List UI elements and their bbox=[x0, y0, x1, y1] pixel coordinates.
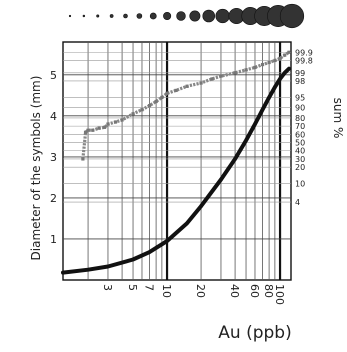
cumulative-sum-point bbox=[81, 157, 85, 161]
cumulative-sum-point bbox=[185, 84, 189, 88]
cumulative-sum-point bbox=[273, 58, 277, 63]
cumulative-sum-point bbox=[160, 95, 164, 99]
cumulative-sum-point bbox=[113, 120, 118, 124]
y2-tick-label: 98 bbox=[295, 77, 305, 86]
cumulative-sum-point bbox=[86, 128, 90, 132]
y2-tick-label: 80 bbox=[295, 114, 305, 123]
symbol-scale-circle bbox=[82, 14, 86, 18]
cumulative-sum-point bbox=[233, 71, 237, 75]
symbol-diameter-curve bbox=[61, 66, 291, 275]
y2-tick-label: 99 bbox=[295, 69, 305, 78]
x-axis-title: Au (ppb) bbox=[218, 323, 291, 343]
x-tick-label: 7 bbox=[143, 284, 156, 291]
y2-tick-label: 40 bbox=[295, 147, 305, 156]
cumulative-sum-point bbox=[210, 77, 214, 81]
y2-tick-label: 90 bbox=[295, 104, 305, 113]
symbol-scale-circle bbox=[202, 9, 216, 23]
x-tick-label: 80 bbox=[262, 284, 275, 298]
x-tick-label: 40 bbox=[228, 284, 241, 298]
cumulative-sum-point bbox=[244, 68, 248, 72]
cumulative-sum-point bbox=[120, 118, 124, 122]
y2-tick-label: 70 bbox=[295, 122, 305, 131]
cumulative-sum-point bbox=[260, 62, 265, 67]
y-tick-label: 1 bbox=[50, 233, 57, 246]
symbol-scale-circle bbox=[149, 12, 157, 20]
y-tick-label: 5 bbox=[50, 69, 57, 82]
cumulative-sum-point bbox=[102, 125, 107, 129]
y2-axis-title: sum % bbox=[331, 98, 345, 139]
series-layer bbox=[61, 50, 291, 275]
x-tick-label: 20 bbox=[194, 284, 207, 298]
y-tick-label: 4 bbox=[50, 110, 57, 123]
y-tick-label: 3 bbox=[50, 151, 57, 164]
cumulative-sum-point bbox=[147, 104, 152, 108]
x-tick-label: 100 bbox=[273, 284, 286, 305]
cumulative-sum-point bbox=[131, 112, 135, 116]
x-tick-label: 3 bbox=[101, 284, 114, 291]
cumulative-sum-point bbox=[219, 74, 223, 78]
cumulative-sum-point bbox=[83, 130, 88, 134]
x-tick-label: 5 bbox=[126, 284, 139, 291]
cumulative-sum-point bbox=[283, 53, 287, 57]
symbol-scale-circle bbox=[189, 10, 201, 22]
plot-area bbox=[62, 41, 292, 281]
symbol-scale-circle bbox=[176, 11, 186, 21]
y-tick-label: 2 bbox=[50, 192, 57, 205]
y-axis-ticks: 1 2 3 4 5 bbox=[50, 69, 57, 246]
symbol-scale-circle bbox=[68, 14, 72, 18]
y2-tick-label: 20 bbox=[295, 163, 305, 172]
y2-tick-label: 95 bbox=[295, 93, 305, 102]
cumulative-sum-point bbox=[140, 108, 144, 112]
symbol-scale-circle bbox=[109, 14, 114, 18]
cumulative-sum-point bbox=[154, 99, 158, 104]
cumulative-sum-line bbox=[81, 50, 290, 160]
y2-tick-label: 99.9 bbox=[295, 48, 313, 57]
y-axis-title: Diameter of the symbols (mm) bbox=[29, 76, 43, 261]
symbol-scale-row bbox=[68, 3, 305, 29]
cumulative-sum-point bbox=[267, 60, 271, 65]
cumulative-sum-point bbox=[278, 56, 282, 61]
y2-tick-label: 99.8 bbox=[295, 56, 313, 65]
cumulative-sum-point bbox=[253, 65, 257, 70]
symbol-scale-circle bbox=[96, 14, 100, 18]
symbol-scale-circle bbox=[215, 8, 230, 24]
cumulative-sum-point bbox=[106, 122, 110, 126]
symbol-scale-circle bbox=[136, 13, 143, 19]
cumulative-sum-point bbox=[165, 91, 169, 95]
symbol-scale-circle bbox=[163, 11, 172, 21]
y2-tick-label: 60 bbox=[295, 130, 305, 139]
y2-tick-label: 10 bbox=[295, 180, 305, 189]
y2-tick-label: 50 bbox=[295, 139, 305, 148]
y2-tick-label: 30 bbox=[295, 155, 305, 164]
cumulative-sum-point bbox=[287, 50, 291, 54]
symbol-scale-circle bbox=[123, 13, 128, 19]
cumulative-sum-point bbox=[97, 126, 101, 130]
cumulative-sum-point bbox=[199, 81, 203, 85]
x-tick-label: 10 bbox=[160, 284, 173, 298]
cumulative-sum-point bbox=[91, 128, 95, 132]
y2-tick-label: 4 bbox=[295, 198, 300, 207]
cumulative-sum-point bbox=[174, 88, 178, 93]
symbol-scale-circle bbox=[279, 3, 305, 29]
x-tick-label: 60 bbox=[248, 284, 261, 298]
